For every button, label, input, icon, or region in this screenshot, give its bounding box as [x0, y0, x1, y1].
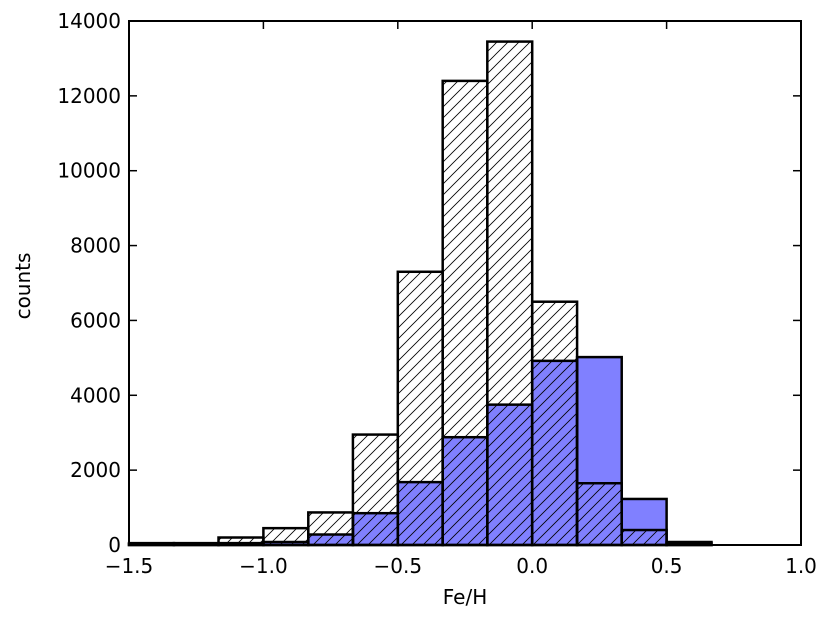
x-axis-label: Fe/H [443, 585, 488, 609]
x-tick-label: −1.0 [239, 554, 288, 578]
y-tick-label: 4000 [70, 383, 121, 407]
y-tick-label: 10000 [57, 159, 121, 183]
plot-frame [128, 20, 802, 546]
x-tick-label: 1.0 [785, 554, 817, 578]
x-tick-label: 0.0 [516, 554, 548, 578]
x-tick-label: −0.5 [374, 554, 423, 578]
y-tick-label: 2000 [70, 458, 121, 482]
hatched-bar [397, 271, 443, 545]
y-tick-label: 8000 [70, 234, 121, 258]
ticks [128, 20, 802, 546]
y-tick-label: 14000 [57, 9, 121, 33]
y-tick-label: 6000 [70, 308, 121, 332]
x-tick-label: −1.5 [105, 554, 154, 578]
hatched-bar [487, 41, 533, 545]
hatched-bar [218, 537, 264, 545]
hatched-bar [442, 80, 488, 545]
x-tick-label: 0.5 [651, 554, 683, 578]
hatched-bar [621, 530, 667, 545]
hatched-bar [532, 301, 578, 545]
y-tick-label: 12000 [57, 84, 121, 108]
y-axis-label: counts [11, 253, 35, 320]
hatched-bar [308, 512, 353, 545]
tick-labels: −1.5 −1.0 −0.5 0.0 0.5 1.0 0 2000 4000 6000 8000 10… [57, 9, 817, 578]
hatched-series [129, 41, 712, 545]
hatched-bar [577, 483, 622, 545]
hatched-bar [352, 434, 398, 545]
y-tick-label: 0 [108, 533, 121, 557]
